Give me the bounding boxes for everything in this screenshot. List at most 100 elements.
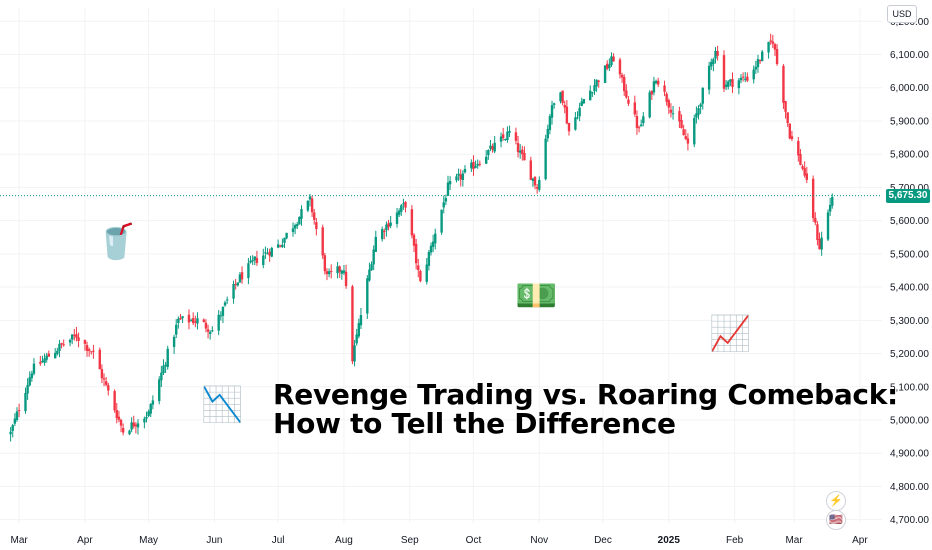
y-tick-label: 6,000.00 bbox=[890, 83, 929, 94]
candle bbox=[434, 228, 437, 250]
grid bbox=[0, 8, 882, 523]
candle bbox=[162, 359, 165, 376]
candle bbox=[39, 355, 42, 366]
candle bbox=[400, 204, 403, 217]
y-tick-label: 4,700.00 bbox=[890, 515, 929, 526]
candle bbox=[285, 232, 288, 240]
candle bbox=[737, 77, 741, 95]
candle bbox=[323, 252, 327, 275]
x-tick-label: Aug bbox=[335, 535, 353, 546]
flash-icon[interactable]: ⚡ bbox=[826, 491, 846, 511]
candle bbox=[262, 248, 265, 269]
candle bbox=[444, 194, 448, 205]
candle bbox=[773, 42, 777, 56]
candle bbox=[281, 238, 284, 248]
candle bbox=[799, 149, 802, 166]
candle bbox=[54, 348, 57, 359]
candle bbox=[448, 176, 452, 191]
candle bbox=[514, 127, 518, 145]
candle bbox=[383, 228, 386, 240]
candle bbox=[729, 79, 732, 87]
candle bbox=[463, 165, 467, 174]
candle bbox=[788, 123, 792, 140]
candle bbox=[223, 300, 227, 307]
x-tick-label: Sep bbox=[401, 535, 419, 546]
x-tick-label: Nov bbox=[530, 535, 548, 546]
x-tick-label: 2025 bbox=[658, 535, 681, 546]
candle bbox=[368, 262, 371, 282]
candle bbox=[603, 65, 607, 84]
candle bbox=[521, 145, 524, 161]
candle bbox=[247, 257, 250, 285]
y-tick-label: 4,800.00 bbox=[890, 482, 929, 493]
candle bbox=[710, 58, 713, 71]
candle bbox=[686, 133, 690, 151]
candle bbox=[266, 248, 269, 255]
candle bbox=[58, 339, 61, 358]
candle bbox=[181, 316, 184, 323]
candle bbox=[442, 195, 445, 214]
candle bbox=[340, 269, 344, 280]
candle bbox=[769, 33, 772, 45]
candle bbox=[68, 338, 72, 347]
candle bbox=[754, 60, 758, 74]
candle bbox=[41, 355, 44, 363]
currency-button[interactable]: USD bbox=[887, 5, 917, 23]
flag-icon[interactable]: 🇺🇸 bbox=[826, 510, 846, 530]
candle bbox=[476, 159, 479, 169]
candle bbox=[518, 144, 522, 159]
candle bbox=[232, 280, 235, 304]
candle bbox=[179, 313, 182, 320]
candle bbox=[633, 95, 637, 117]
candle bbox=[425, 258, 428, 285]
candle bbox=[60, 342, 63, 349]
candle bbox=[589, 85, 592, 101]
candle bbox=[158, 376, 161, 405]
candle bbox=[650, 90, 654, 100]
candle bbox=[15, 407, 19, 422]
candle bbox=[225, 296, 229, 304]
candle bbox=[355, 328, 358, 346]
y-tick-label: 5,900.00 bbox=[890, 116, 929, 127]
candle bbox=[695, 106, 698, 124]
candle bbox=[656, 77, 660, 87]
candle bbox=[606, 60, 609, 71]
x-tick-label: May bbox=[139, 535, 158, 546]
candle bbox=[189, 318, 193, 322]
headline: Revenge Trading vs. Roaring Comeback: Ho… bbox=[273, 380, 898, 438]
candle bbox=[623, 74, 626, 97]
y-tick-label: 5,700.00 bbox=[890, 183, 929, 194]
candle bbox=[693, 114, 696, 148]
candle bbox=[654, 79, 658, 85]
candle bbox=[211, 326, 214, 333]
candle bbox=[130, 417, 133, 433]
candle bbox=[724, 80, 728, 91]
candle bbox=[13, 413, 17, 427]
candle bbox=[493, 136, 496, 154]
candle bbox=[90, 351, 93, 355]
candle bbox=[591, 91, 594, 97]
candle bbox=[714, 47, 717, 64]
candle bbox=[219, 311, 223, 321]
candle bbox=[236, 282, 239, 287]
candle bbox=[746, 72, 749, 83]
candle bbox=[395, 207, 399, 228]
candle bbox=[17, 403, 21, 418]
candle bbox=[102, 373, 106, 387]
candle bbox=[523, 146, 526, 161]
candle bbox=[208, 330, 212, 340]
y-tick-label: 5,000.00 bbox=[890, 416, 929, 427]
candle bbox=[608, 58, 611, 72]
candle bbox=[811, 175, 815, 222]
candle bbox=[404, 201, 407, 213]
y-tick-label: 5,200.00 bbox=[890, 349, 929, 360]
candle bbox=[625, 84, 628, 99]
x-tick-label: Dec bbox=[594, 535, 612, 546]
candle bbox=[75, 326, 78, 342]
candle bbox=[701, 87, 704, 110]
candle bbox=[610, 52, 613, 68]
candle bbox=[440, 209, 443, 235]
candle bbox=[565, 100, 569, 125]
candle bbox=[149, 403, 152, 418]
